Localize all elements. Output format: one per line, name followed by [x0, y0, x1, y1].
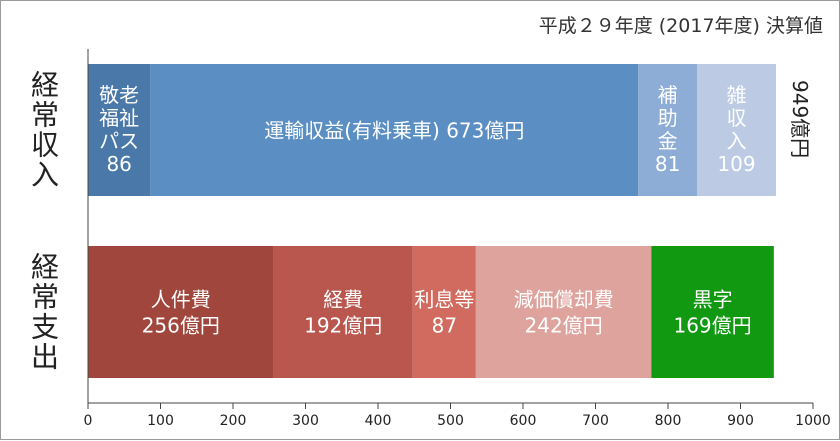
bar-segment: 運輸収益(有料乗車) 673億円 [150, 64, 639, 196]
bar-segment-rect [273, 246, 413, 378]
bar-segment-rect [475, 246, 652, 378]
x-tick-label: 100 [147, 413, 174, 429]
x-tick-label: 200 [220, 413, 247, 429]
bar-segment-label: パス [99, 129, 139, 153]
bar-segment-label: 利息等 [414, 287, 474, 311]
category-label-char: 常 [31, 281, 59, 314]
bar-segment-rect [88, 246, 274, 378]
bar-segment-label: 169億円 [673, 313, 751, 337]
category-label: 経常収入 [31, 69, 59, 192]
x-tick-label: 400 [365, 413, 392, 429]
bar-segment-label: 入 [727, 129, 747, 153]
category-label-1: 経常収入 [31, 69, 59, 192]
x-tick-label: 1000 [795, 413, 831, 429]
chart-title: 平成２９年度 (2017年度) 決算値 [539, 15, 823, 37]
category-label-2: 経常支出 [31, 251, 59, 374]
bar-segment-label: 福祉 [99, 106, 139, 130]
bar-segment-label: 経費 [323, 287, 363, 311]
category-label-char: 経 [31, 251, 59, 284]
x-tick-label: 800 [655, 413, 682, 429]
category-label-char: 経 [31, 69, 59, 102]
bar-segment-label: 補 [658, 83, 678, 107]
bar-segment-label: 黒字 [693, 287, 733, 311]
bar-segment-label: 87 [432, 313, 457, 337]
bar-segment-rect [638, 64, 697, 196]
category-label-char: 常 [31, 99, 59, 132]
bar-segment-label: 金 [658, 129, 678, 153]
category-label-char: 入 [31, 159, 59, 192]
bar-segment-rect [88, 64, 151, 196]
bar-segment-label: 敬老 [99, 83, 139, 107]
x-axis: 0 100 200 300 400 500 600 700 800 900 1000 [84, 49, 831, 429]
bar-segment-label: 減価償却費 [514, 287, 614, 311]
bar-segment-label: 109 [717, 152, 755, 176]
category-label-char: 支 [31, 311, 59, 344]
category-label-char: 収 [31, 129, 59, 162]
bar-segment-label: 192億円 [304, 313, 382, 337]
bar-segment-label: 助 [658, 106, 678, 130]
x-tick-label: 600 [510, 413, 537, 429]
x-tick-label: 700 [582, 413, 609, 429]
bar-total-label: 949億円 [788, 80, 812, 158]
bar-segment-label: 242億円 [525, 313, 603, 337]
bar-segment-label: 人件費 [151, 287, 211, 311]
x-tick-label: 0 [84, 413, 93, 429]
bar-segment-rect [697, 64, 777, 196]
x-tick-label: 900 [727, 413, 754, 429]
bar-segment-label: 雑 [727, 83, 747, 107]
category-label: 経常支出 [31, 251, 59, 374]
x-tick-label: 500 [437, 413, 464, 429]
category-label-char: 出 [31, 341, 59, 374]
bar-segment-rect [651, 246, 774, 378]
bar-segment-label: 86 [106, 152, 131, 176]
bar-segment-rect [150, 64, 639, 196]
bar-segment-label: 収 [727, 106, 747, 130]
bar-segment-label: 81 [655, 152, 680, 176]
bar-segment-label: 運輸収益(有料乗車) 673億円 [264, 118, 524, 142]
bar-segment-label: 256億円 [142, 313, 220, 337]
x-tick-label: 300 [292, 413, 319, 429]
bar-segment-rect [412, 246, 476, 378]
